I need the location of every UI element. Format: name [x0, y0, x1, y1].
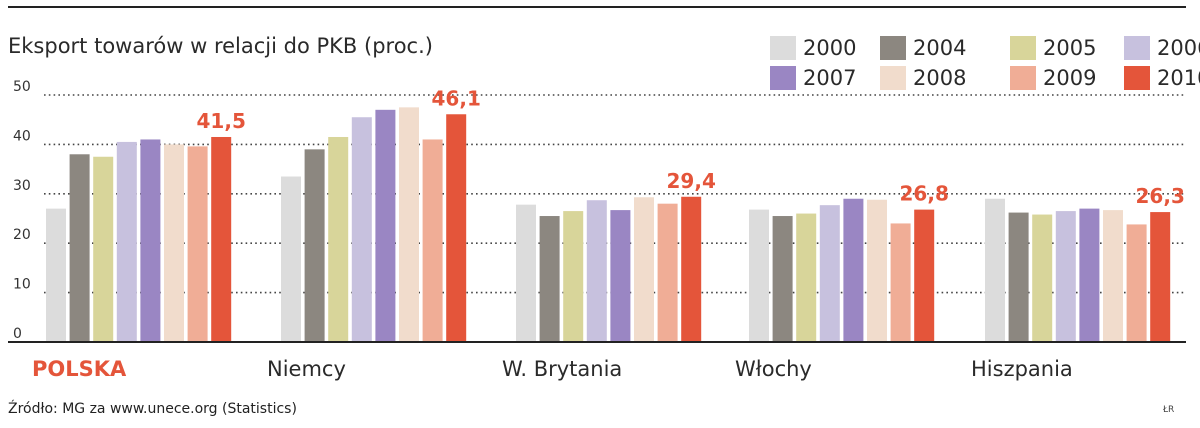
bar-2-2008	[634, 197, 654, 342]
bar-2-2005	[563, 211, 584, 342]
bar-0-2006	[116, 141, 137, 342]
bar-3-2005	[796, 213, 817, 342]
legend-swatch-2006	[1124, 36, 1150, 60]
bar-3-2006	[819, 205, 840, 342]
legend-item-2008: 2008	[880, 65, 966, 91]
bar-1-2010	[446, 114, 467, 343]
source-note: Źródło: MG za www.unece.org (Statistics)	[8, 401, 297, 417]
legend-label-2007: 2007	[803, 66, 857, 90]
legend-swatch-2009	[1010, 66, 1036, 90]
bar-3-2008	[867, 199, 887, 342]
category-label-0: POLSKA	[32, 357, 127, 381]
bar-1-2007	[375, 109, 396, 342]
legend-item-2005: 2005	[1010, 35, 1096, 61]
bar-2-2010	[681, 196, 702, 342]
legend-swatch-2004	[880, 36, 906, 60]
bar-3-2000	[749, 209, 769, 342]
y-tick-label-30: 30	[13, 178, 31, 194]
legend-label-2006: 2006	[1157, 36, 1200, 60]
legend-item-2000: 2000	[770, 35, 856, 61]
y-tick-label-0: 0	[13, 326, 22, 342]
bar-4-2004	[1008, 212, 1029, 342]
bar-2-2004	[539, 216, 560, 342]
bar-0-2009	[187, 146, 208, 342]
bar-1-2005	[328, 136, 349, 342]
legend-label-2005: 2005	[1043, 36, 1097, 60]
bar-0-2004	[69, 154, 90, 342]
bar-4-2010	[1150, 212, 1171, 342]
bar-4-2005	[1032, 214, 1053, 342]
bar-1-2000	[281, 176, 301, 342]
bar-3-2004	[772, 216, 793, 342]
bar-4-2006	[1055, 211, 1076, 342]
bar-chart: 0 10 20 30 40 50 41,5 POLSKA 46,1 Niemcy 29,4 W. Br…	[8, 79, 1186, 381]
category-label-3: Włochy	[735, 357, 812, 381]
category-label-1: Niemcy	[267, 357, 346, 381]
category-label-2: W. Brytania	[502, 357, 622, 381]
category-label-4: Hiszpania	[971, 357, 1073, 381]
legend-swatch-2010	[1124, 66, 1150, 90]
bar-3-2007	[843, 198, 864, 342]
legend-item-2009: 2009	[1010, 65, 1096, 91]
bar-1-2006	[351, 117, 372, 342]
bar-1-2009	[422, 139, 443, 342]
data-label-1: 46,1	[432, 86, 481, 110]
legend-label-2008: 2008	[913, 66, 967, 90]
legend-swatch-2008	[880, 66, 906, 90]
bar-4-2009	[1126, 224, 1147, 342]
y-tick-label-10: 10	[13, 277, 31, 293]
data-label-0: 41,5	[197, 109, 246, 133]
bar-2-2006	[586, 200, 607, 342]
bar-1-2004	[304, 149, 325, 342]
legend-item-2004: 2004	[880, 35, 966, 61]
bar-4-2007	[1079, 208, 1100, 342]
legend-item-2007: 2007	[770, 65, 856, 91]
bar-2-2007	[610, 210, 631, 342]
chart-title: Eksport towarów w relacji do PKB (proc.)	[8, 34, 433, 58]
bar-2-2000	[516, 204, 536, 342]
legend-label-2000: 2000	[803, 36, 857, 60]
bar-4-2008	[1103, 210, 1123, 342]
legend-swatch-2000	[770, 36, 796, 60]
top-rule	[8, 6, 1186, 8]
legend-label-2009: 2009	[1043, 66, 1097, 90]
author-credit: ŁR	[1163, 405, 1175, 415]
bar-0-2008	[164, 144, 184, 342]
data-label-4: 26,3	[1136, 184, 1185, 208]
bar-2-2009	[657, 203, 678, 342]
bar-0-2000	[46, 208, 66, 342]
legend-item-2006: 2006	[1124, 35, 1200, 61]
bar-3-2010	[914, 209, 935, 342]
data-label-2: 29,4	[667, 169, 716, 193]
data-label-3: 26,8	[900, 182, 949, 206]
y-tick-label-20: 20	[13, 227, 31, 243]
y-tick-label-40: 40	[13, 128, 31, 144]
y-tick-label-50: 50	[13, 79, 31, 95]
bar-0-2007	[140, 139, 161, 342]
bar-1-2008	[399, 107, 419, 342]
bar-4-2000	[985, 198, 1005, 342]
legend-swatch-2007	[770, 66, 796, 90]
legend-swatch-2005	[1010, 36, 1036, 60]
bar-0-2005	[93, 156, 114, 342]
bar-3-2009	[890, 223, 911, 342]
legend-label-2004: 2004	[913, 36, 967, 60]
bar-0-2010	[211, 136, 232, 342]
